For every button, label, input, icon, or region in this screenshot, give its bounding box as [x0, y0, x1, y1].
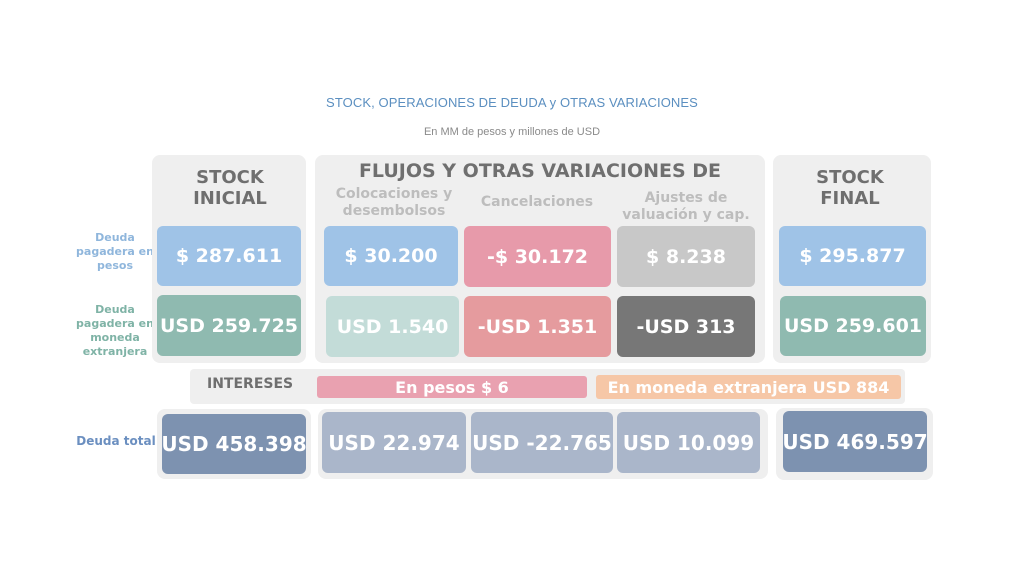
total-colocaciones-card: USD 22.974	[322, 412, 466, 473]
chart-title: STOCK, OPERACIONES DE DEUDA y OTRAS VARI…	[326, 95, 698, 110]
stock-final-title: STOCK FINAL	[816, 167, 884, 209]
flujos-col-header-ajustes: Ajustes de valuación y cap.	[622, 190, 750, 223]
colocaciones-foreign-card: USD 1.540	[326, 296, 459, 357]
stock-final-pesos-card: $ 295.877	[779, 226, 926, 286]
flujos-title: FLUJOS Y OTRAS VARIACIONES DE	[358, 160, 722, 182]
row-label-total: Deuda total	[76, 434, 156, 448]
intereses-pesos-pill: En pesos $ 6	[317, 376, 587, 398]
cancelaciones-pesos-card: -$ 30.172	[464, 226, 611, 287]
total-final-card: USD 469.597	[782, 411, 928, 472]
flujos-col-header-cancelaciones: Cancelaciones	[480, 194, 594, 210]
stock-inicial-foreign-card: USD 259.725	[157, 295, 301, 356]
ajustes-foreign-card: -USD 313	[617, 296, 755, 357]
total-inicial-card: USD 458.398	[161, 414, 307, 474]
stock-final-foreign-card: USD 259.601	[780, 296, 926, 356]
flujos-col-header-colocaciones: Colocaciones y desembolsos	[335, 186, 453, 219]
stock-inicial-pesos-card: $ 287.611	[157, 226, 301, 286]
row-label-foreign: Deuda pagadera en moneda extranjera	[76, 303, 154, 358]
total-ajustes-card: USD 10.099	[617, 412, 760, 473]
ajustes-pesos-card: $ 8.238	[617, 226, 755, 287]
stock-inicial-title: STOCK INICIAL	[193, 167, 267, 209]
cancelaciones-foreign-card: -USD 1.351	[464, 296, 611, 357]
intereses-foreign-pill: En moneda extranjera USD 884	[596, 375, 901, 399]
colocaciones-pesos-card: $ 30.200	[324, 226, 458, 286]
intereses-label: INTERESES	[207, 376, 294, 392]
total-cancelaciones-card: USD -22.765	[471, 412, 613, 473]
chart-subtitle: En MM de pesos y millones de USD	[423, 126, 601, 138]
row-label-pesos: Deuda pagadera en pesos	[76, 231, 154, 272]
